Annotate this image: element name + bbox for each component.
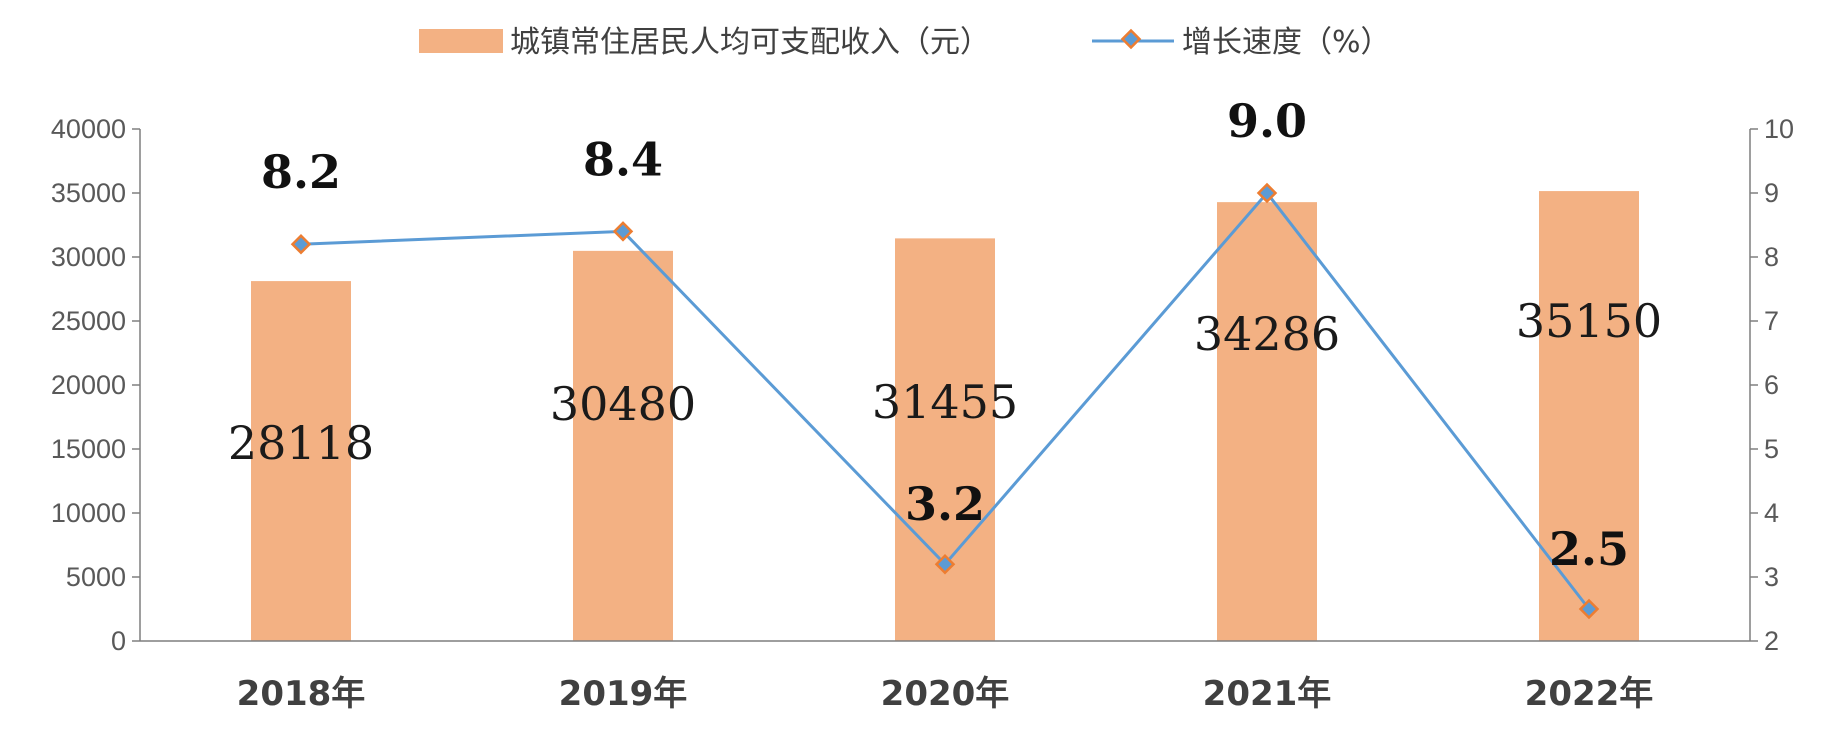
- bar-value-label: 31455: [872, 375, 1018, 429]
- left-tick-label: 30000: [51, 242, 126, 272]
- growth-value-label: 8.4: [583, 132, 663, 186]
- left-tick-label: 0: [111, 626, 126, 656]
- bar-value-label: 35150: [1516, 294, 1662, 348]
- line-marker: [1256, 182, 1278, 204]
- growth-value-label: 2.5: [1549, 522, 1629, 576]
- x-axis: 2018年 2019年 2020年 2021年 2022年: [140, 640, 1750, 714]
- growth-value-label: 3.2: [905, 477, 985, 531]
- line-marker: [1578, 598, 1600, 620]
- left-y-axis: 0 5000 10000 15000 20000 25000 30000 35000 40000: [51, 114, 141, 656]
- legend-line-label: 增长速度（%）: [1182, 25, 1391, 60]
- line-marker: [934, 553, 956, 575]
- left-tick-label: 25000: [51, 306, 126, 336]
- right-tick-label: 9: [1764, 178, 1779, 208]
- left-tick-label: 40000: [51, 114, 126, 144]
- data-labels: 28118 30480 31455 34286 35150 8.2 8.4 3.2 9.0 2.5: [228, 94, 1662, 576]
- right-tick-label: 3: [1764, 562, 1779, 592]
- left-tick-label: 15000: [51, 434, 126, 464]
- legend-line-marker: [1120, 28, 1142, 50]
- bar: [1217, 202, 1317, 641]
- right-tick-label: 2: [1764, 626, 1779, 656]
- right-tick-label: 4: [1764, 498, 1779, 528]
- left-tick-label: 35000: [51, 178, 126, 208]
- bar: [895, 238, 995, 641]
- right-tick-label: 6: [1764, 370, 1779, 400]
- bar-value-label: 34286: [1194, 307, 1340, 361]
- right-y-axis: 2 3 4 5 6 7 8 9 10: [1749, 114, 1794, 656]
- bar: [251, 281, 351, 641]
- right-tick-label: 7: [1764, 306, 1779, 336]
- x-tick-label: 2020年: [881, 674, 1010, 714]
- bar: [573, 250, 673, 641]
- line-marker: [612, 221, 634, 242]
- x-tick-label: 2022年: [1525, 674, 1654, 714]
- growth-value-label: 9.0: [1227, 94, 1307, 148]
- left-tick-label: 20000: [51, 370, 126, 400]
- x-tick-label: 2019年: [559, 674, 688, 714]
- right-tick-label: 8: [1764, 242, 1779, 272]
- left-tick-label: 5000: [66, 562, 126, 592]
- legend-bar-swatch: [419, 29, 503, 53]
- line-marker: [290, 233, 312, 255]
- x-tick-label: 2021年: [1203, 674, 1332, 714]
- bar-value-label: 30480: [550, 377, 696, 431]
- legend-bar-label: 城镇常住居民人均可支配收入（元）: [510, 25, 990, 60]
- growth-value-label: 8.2: [261, 145, 341, 199]
- x-tick-label: 2018年: [237, 674, 366, 714]
- left-tick-label: 10000: [51, 498, 126, 528]
- line-series: [290, 182, 1600, 620]
- right-tick-label: 5: [1764, 434, 1779, 464]
- bar-value-label: 28118: [228, 416, 374, 470]
- legend: 城镇常住居民人均可支配收入（元） 增长速度（%）: [419, 25, 1391, 60]
- right-tick-label: 10: [1764, 114, 1794, 144]
